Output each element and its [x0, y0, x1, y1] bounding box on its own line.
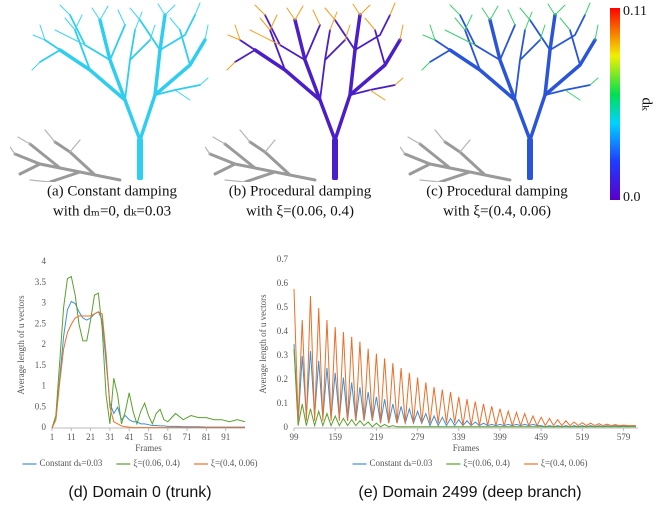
series-line — [294, 289, 636, 426]
caption: with ξ=(0.06, 0.4) — [246, 203, 354, 219]
y-tick-label: 0.1 — [277, 398, 288, 408]
legend-label: Constant dₖ=0.03 — [39, 458, 102, 468]
series-line — [52, 301, 245, 428]
x-tick-label: 99 — [290, 432, 300, 442]
legend-label: ξ=(0.06, 0.4) — [133, 458, 180, 468]
series-line — [52, 277, 245, 428]
tree-c — [400, 3, 598, 182]
legend-label: ξ=(0.4, 0.06) — [541, 458, 588, 468]
y-tick-label: 3 — [42, 298, 47, 308]
x-tick-label: 71 — [183, 432, 192, 442]
x-tick-label: 91 — [221, 432, 230, 442]
x-tick-label: 399 — [493, 432, 507, 442]
x-tick-label: 41 — [125, 432, 134, 442]
series-line — [52, 312, 245, 428]
y-tick-label: 2.5 — [35, 318, 47, 328]
x-tick-label: 81 — [202, 432, 211, 442]
y-axis-label: Average length of u vectors — [16, 295, 26, 395]
x-tick-label: 339 — [452, 432, 466, 442]
y-tick-label: 3.5 — [35, 277, 47, 287]
x-tick-label: 159 — [328, 432, 342, 442]
x-tick-label: 459 — [534, 432, 548, 442]
x-tick-label: 579 — [617, 432, 631, 442]
tree-b — [205, 3, 403, 182]
figure: dₖ (a) Constant damping with dₘ=0, dₖ=0.… — [0, 0, 663, 515]
y-tick-label: 0.2 — [277, 374, 288, 384]
caption: with ξ=(0.4, 0.06) — [443, 203, 551, 219]
x-axis-label: Frames — [135, 443, 162, 453]
colorbar-label: dₖ — [639, 98, 655, 112]
y-axis-label: Average length of u vectors — [258, 294, 268, 394]
caption: (b) Procedural damping — [229, 183, 372, 199]
y-tick-label: 0 — [284, 422, 289, 432]
y-tick-label: 0.3 — [277, 350, 289, 360]
chart-caption: (e) Domain 2499 (deep branch) — [358, 484, 581, 501]
y-tick-label: 0.7 — [277, 254, 289, 264]
x-tick-label: 61 — [163, 432, 172, 442]
legend-label: ξ=(0.06, 0.4) — [463, 458, 510, 468]
y-tick-label: 0.6 — [277, 278, 289, 288]
y-tick-label: 2 — [42, 339, 47, 349]
y-tick-label: 0.5 — [35, 401, 47, 411]
legend-label: ξ=(0.4, 0.06) — [211, 458, 258, 468]
y-tick-label: 1 — [42, 381, 47, 391]
caption: (c) Procedural damping — [426, 183, 568, 199]
x-tick-label: 1 — [50, 432, 55, 442]
colorbar-tick-label: 0.11 — [623, 4, 647, 19]
legend: Constant dₖ=0.03 ξ=(0.06, 0.4) ξ=(0.4, 0.0… — [352, 458, 587, 468]
tree-a — [10, 3, 208, 182]
x-axis-label: Frames — [453, 443, 480, 453]
x-tick-label: 11 — [67, 432, 76, 442]
x-tick-label: 519 — [576, 432, 590, 442]
y-tick-label: 0.4 — [277, 326, 289, 336]
y-tick-label: 0 — [42, 422, 47, 432]
x-tick-label: 31 — [105, 432, 114, 442]
y-tick-label: 0.5 — [277, 302, 289, 312]
legend: Constant dₖ=0.03 ξ=(0.06, 0.4) ξ=(0.4, 0.0… — [22, 458, 257, 468]
caption: (a) Constant damping — [47, 183, 177, 199]
legend-label: Constant dₖ=0.03 — [369, 458, 432, 468]
x-tick-label: 279 — [411, 432, 425, 442]
colorbar — [610, 8, 620, 200]
x-tick-label: 21 — [86, 432, 95, 442]
x-tick-label: 51 — [144, 432, 153, 442]
y-tick-label: 1.5 — [35, 360, 47, 370]
y-tick-label: 4 — [42, 256, 47, 266]
colorbar-tick-label: 0.0 — [623, 190, 641, 205]
chart-caption: (d) Domain 0 (trunk) — [68, 484, 211, 501]
caption: with dₘ=0, dₖ=0.03 — [53, 203, 171, 219]
x-tick-label: 219 — [370, 432, 384, 442]
